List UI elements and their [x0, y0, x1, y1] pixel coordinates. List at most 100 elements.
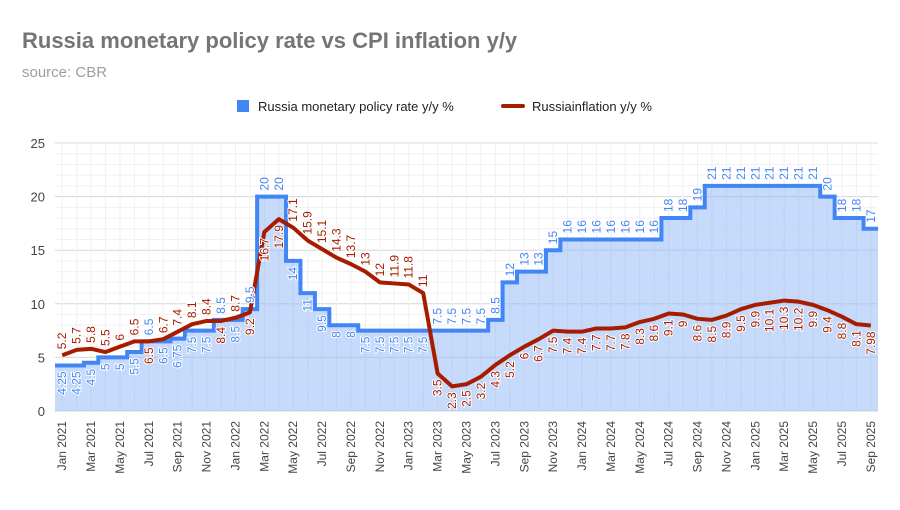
- inflation-data-label: 2.5: [460, 390, 474, 407]
- inflation-data-label: 8.1: [849, 330, 863, 347]
- rate-data-label: 9.5: [243, 286, 257, 303]
- inflation-data-label: 9.2: [243, 318, 257, 335]
- inflation-data-label: 8.4: [200, 298, 214, 315]
- inflation-data-label: 8.1: [185, 301, 199, 318]
- inflation-data-label: 17.1: [286, 198, 300, 222]
- inflation-data-label: 17.9: [272, 225, 286, 249]
- rate-data-label: 7.5: [431, 308, 445, 325]
- rate-data-label: 6.5: [156, 347, 170, 364]
- rate-data-label: 5: [99, 363, 113, 370]
- x-tick-label: May 2022: [286, 421, 300, 474]
- x-tick-label: Sep 2024: [691, 421, 705, 473]
- rate-data-label: 21: [734, 166, 748, 180]
- x-tick-label: Sep 2021: [171, 421, 185, 473]
- inflation-data-label: 5.8: [84, 326, 98, 343]
- rate-data-label: 17: [864, 209, 878, 223]
- y-tick-label: 10: [31, 297, 45, 312]
- x-tick-label: Jul 2021: [142, 421, 156, 467]
- rate-data-label: 16: [575, 220, 589, 234]
- inflation-data-label: 15.1: [315, 219, 329, 243]
- inflation-data-label: 8.8: [835, 322, 849, 339]
- rate-data-label: 7.5: [200, 336, 214, 353]
- rate-data-label: 7.5: [474, 308, 488, 325]
- x-tick-label: Nov 2021: [200, 421, 214, 473]
- inflation-data-label: 7.4: [561, 337, 575, 354]
- rate-data-label: 6.75: [171, 344, 185, 368]
- rate-data-label: 21: [806, 166, 820, 180]
- x-tick-label: May 2025: [806, 421, 820, 474]
- legend-inflation-label: Russiainflation y/y %: [532, 99, 652, 114]
- inflation-data-label: 5.2: [503, 361, 517, 378]
- inflation-data-label: 8.3: [633, 328, 647, 345]
- rate-data-label: 19: [691, 188, 705, 202]
- x-tick-label: Jan 2025: [748, 421, 762, 471]
- x-tick-label: Jul 2024: [662, 421, 676, 467]
- y-tick-label: 0: [38, 404, 45, 419]
- rate-data-label: 13: [517, 252, 531, 266]
- inflation-data-label: 7.4: [171, 309, 185, 326]
- inflation-data-label: 9: [676, 320, 690, 327]
- legend-rate-swatch: [237, 100, 249, 112]
- inflation-data-label: 7.8: [618, 333, 632, 350]
- inflation-data-label: 5.5: [99, 329, 113, 346]
- rate-data-label: 16: [561, 220, 575, 234]
- inflation-data-label: 8.6: [647, 324, 661, 341]
- rate-data-label: 8: [344, 331, 358, 338]
- rate-data-label: 8.5: [488, 297, 502, 314]
- x-tick-label: Jul 2025: [835, 421, 849, 467]
- inflation-data-label: 7.7: [604, 334, 618, 351]
- inflation-data-label: 9.4: [820, 316, 834, 333]
- inflation-data-label: 6.5: [142, 347, 156, 364]
- inflation-data-label: 4.3: [488, 371, 502, 388]
- rate-data-label: 7.5: [185, 336, 199, 353]
- chart-title: Russia monetary policy rate vs CPI infla…: [22, 28, 518, 53]
- rate-data-label: 7.5: [445, 308, 459, 325]
- rate-data-label: 18: [849, 198, 863, 212]
- inflation-data-label: 5.7: [70, 327, 84, 344]
- inflation-data-label: 6.7: [156, 316, 170, 333]
- rate-data-label: 16: [618, 220, 632, 234]
- inflation-data-label: 9.1: [662, 319, 676, 336]
- rate-data-label: 14: [286, 267, 300, 281]
- x-tick-label: Mar 2024: [604, 421, 618, 472]
- inflation-data-label: 6.5: [127, 318, 141, 335]
- x-tick-label: Sep 2023: [517, 421, 531, 473]
- y-tick-label: 20: [31, 190, 45, 205]
- inflation-data-label: 9.9: [748, 311, 762, 328]
- inflation-data-label: 8.6: [691, 324, 705, 341]
- inflation-data-label: 10.2: [792, 307, 806, 331]
- rate-data-label: 4.5: [84, 368, 98, 385]
- rate-data-label: 20: [820, 177, 834, 191]
- rate-data-label: 18: [835, 198, 849, 212]
- rate-data-label: 8.5: [228, 326, 242, 343]
- legend-rate-label: Russia monetary policy rate y/y %: [258, 99, 454, 114]
- rate-data-label: 4.25: [55, 371, 69, 395]
- rate-data-label: 6.5: [142, 318, 156, 335]
- inflation-data-label: 16.7: [257, 238, 271, 262]
- rate-data-label: 7.5: [416, 336, 430, 353]
- inflation-data-label: 7.98: [864, 331, 878, 355]
- x-tick-label: Mar 2023: [431, 421, 445, 472]
- rate-data-label: 8.5: [214, 297, 228, 314]
- inflation-data-label: 9.5: [734, 315, 748, 332]
- rate-data-label: 20: [257, 177, 271, 191]
- rate-data-label: 9.5: [315, 315, 329, 332]
- inflation-data-label: 8.4: [214, 327, 228, 344]
- x-tick-label: Jul 2022: [315, 421, 329, 467]
- inflation-data-label: 3.5: [431, 379, 445, 396]
- rate-data-label: 7.5: [402, 336, 416, 353]
- rate-line: [55, 183, 878, 368]
- x-tick-label: Sep 2022: [344, 421, 358, 473]
- rate-data-label: 7.5: [460, 308, 474, 325]
- rate-data-label: 7.5: [373, 336, 387, 353]
- y-tick-label: 5: [38, 350, 45, 365]
- rate-data-label: 7.5: [387, 336, 401, 353]
- rate-data-label: 21: [719, 166, 733, 180]
- inflation-data-label: 8.5: [705, 326, 719, 343]
- inflation-data-label: 6: [113, 334, 127, 341]
- x-tick-label: Mar 2021: [84, 421, 98, 472]
- rate-data-label: 20: [272, 177, 286, 191]
- rate-data-label: 7.5: [358, 336, 372, 353]
- inflation-data-label: 10.1: [763, 308, 777, 332]
